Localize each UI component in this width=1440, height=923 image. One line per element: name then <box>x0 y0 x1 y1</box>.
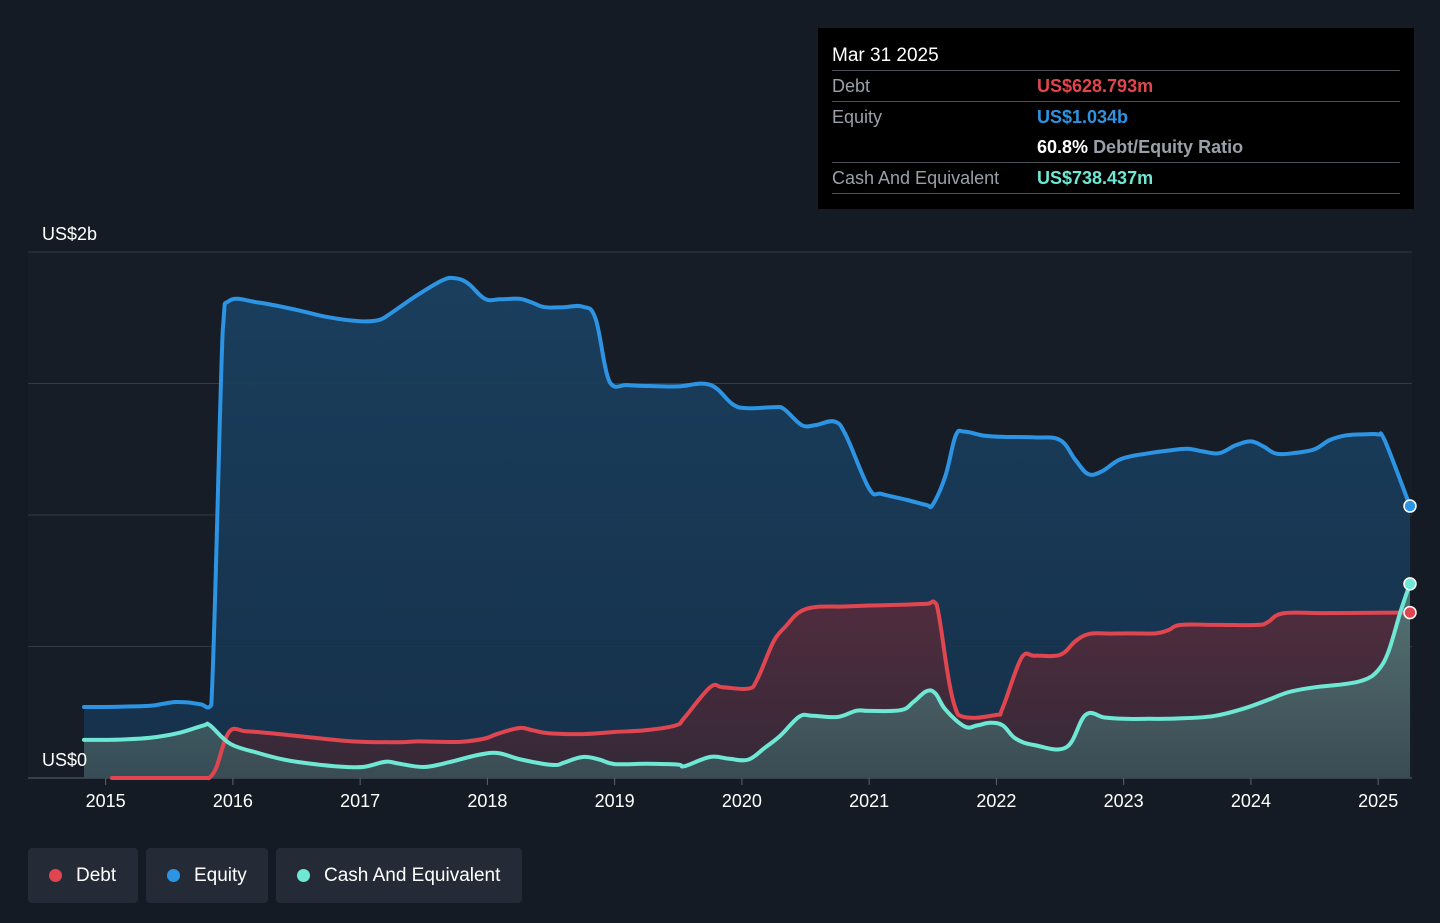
equity-dot-icon <box>167 869 180 882</box>
x-tick-label: 2020 <box>722 791 762 811</box>
debt-series-line <box>110 599 1412 781</box>
x-tick-label: 2022 <box>976 791 1016 811</box>
x-tick-label: 2021 <box>849 791 889 811</box>
tooltip-ratio-label: Debt/Equity Ratio <box>1093 137 1244 157</box>
cash-endpoint-marker <box>1403 577 1417 591</box>
tooltip-cash-label: Cash And Equivalent <box>832 168 1000 188</box>
y-tick-label: US$2b <box>42 224 97 244</box>
debt-dot-icon <box>49 869 62 882</box>
legend-item-cash[interactable]: Cash And Equivalent <box>276 848 522 903</box>
x-tick-label: 2015 <box>86 791 126 811</box>
y-tick-label: US$0 <box>42 750 87 770</box>
tooltip-equity-label: Equity <box>832 107 883 127</box>
legend-item-debt[interactable]: Debt <box>28 848 138 903</box>
x-tick-label: 2025 <box>1358 791 1398 811</box>
tooltip-date: Mar 31 2025 <box>832 42 1400 71</box>
legend-equity-label: Equity <box>194 864 247 886</box>
debt-endpoint-marker <box>1403 605 1417 620</box>
equity-series-line <box>82 275 1412 710</box>
legend-debt-label: Debt <box>76 864 117 886</box>
tooltip-ratio-row: 60.8% Debt/Equity Ratio <box>832 132 1400 163</box>
tooltip-equity-row: Equity US$1.034b <box>832 102 1400 132</box>
data-tooltip: Mar 31 2025 Debt US$628.793m Equity US$1… <box>818 28 1414 209</box>
x-tick-label: 2024 <box>1231 791 1271 811</box>
cash-dot-icon <box>297 869 310 882</box>
tooltip-equity-value: US$1.034b <box>1037 107 1129 127</box>
x-tick-label: 2016 <box>213 791 253 811</box>
legend-cash-label: Cash And Equivalent <box>324 864 501 886</box>
cash-series-line <box>82 581 1412 770</box>
x-tick-label: 2023 <box>1104 791 1144 811</box>
equity-endpoint-marker <box>1403 499 1417 513</box>
legend-item-equity[interactable]: Equity <box>146 848 268 903</box>
x-tick-label: 2019 <box>595 791 635 811</box>
tooltip-debt-value: US$628.793m <box>1037 76 1154 96</box>
tooltip-cash-row: Cash And Equivalent US$738.437m <box>832 163 1400 194</box>
tooltip-cash-value: US$738.437m <box>1037 168 1154 188</box>
x-tick-label: 2018 <box>467 791 507 811</box>
x-tick-label: 2017 <box>340 791 380 811</box>
tooltip-debt-label: Debt <box>832 76 871 96</box>
tooltip-debt-row: Debt US$628.793m <box>832 71 1400 102</box>
debt-equity-chart: US$2b US$0 2015 2016 2017 2018 2019 2020 2021 20… <box>28 224 1417 811</box>
tooltip-ratio: 60.8% Debt/Equity Ratio <box>1037 132 1243 162</box>
tooltip-ratio-value: 60.8% <box>1037 137 1089 157</box>
